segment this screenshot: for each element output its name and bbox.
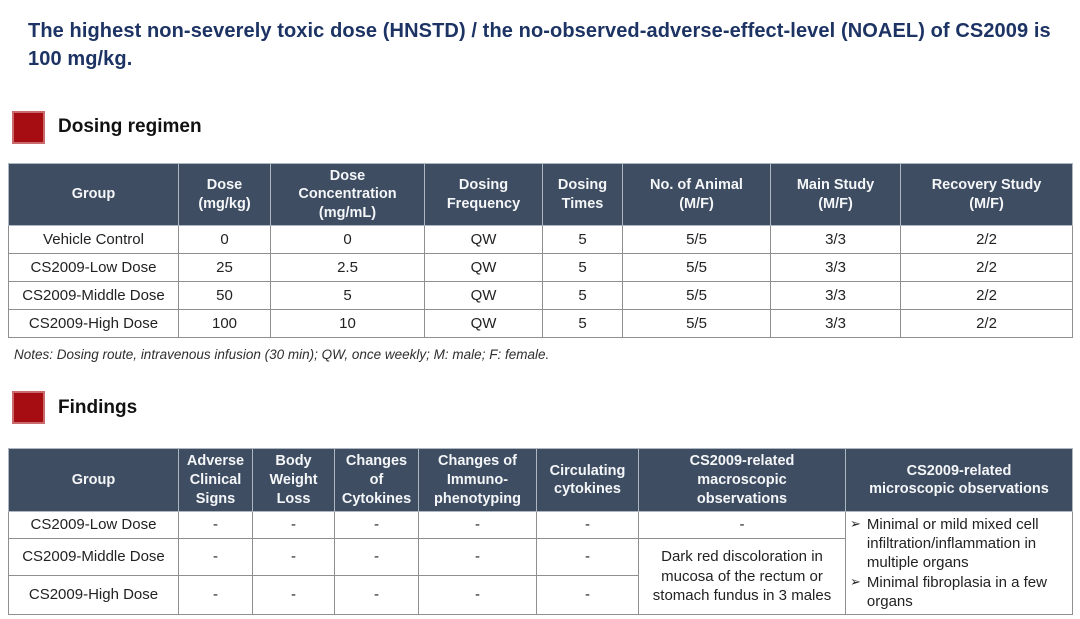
column-header-no-of-animal: No. of Animal (M/F) [622, 162, 771, 227]
red-square-bullet-icon [12, 391, 45, 425]
column-header-recovery-study: Recovery Study (M/F) [900, 162, 1073, 227]
table-cell: 0 [270, 225, 425, 255]
section-dosing-regimen: Dosing regimen [12, 110, 1080, 144]
column-header-group: Group [8, 448, 179, 513]
table-cell: 5 [542, 253, 623, 283]
table-cell: QW [424, 281, 543, 311]
table-cell: 3/3 [770, 253, 901, 283]
list-item: ➢ Minimal fibroplasia in a few organs [850, 573, 1068, 611]
table-cell: CS2009-Middle Dose [8, 281, 179, 311]
table-cell: - [178, 511, 253, 540]
dosing-table: Group Dose (mg/kg) Dose Concentration (m… [8, 162, 1073, 339]
table-cell: - [334, 511, 419, 540]
table-cell: - [334, 538, 419, 576]
table-cell: 2/2 [900, 281, 1073, 311]
table-cell: 5 [270, 281, 425, 311]
column-header-dosing-times: Dosing Times [542, 162, 623, 227]
table-cell: 0 [178, 225, 271, 255]
section-findings: Findings [12, 391, 1080, 425]
red-square-bullet-icon [12, 110, 45, 144]
findings-table: Group Adverse Clinical Signs Body Weight… [8, 448, 1073, 615]
column-header-dose: Dose (mg/kg) [178, 162, 271, 227]
table-row-high-dose: CS2009-High Dose 100 10 QW 5 5/5 3/3 2/2 [8, 309, 1073, 339]
table-cell: 5 [542, 225, 623, 255]
column-header-main-study: Main Study (M/F) [770, 162, 901, 227]
table-cell: 10 [270, 309, 425, 339]
table-cell: - [178, 575, 253, 615]
column-header-changes-of-immunophenotyping: Changes of Immuno- phenotyping [418, 448, 537, 513]
table-cell: 2.5 [270, 253, 425, 283]
arrow-bullet-icon: ➢ [850, 516, 861, 532]
bullet-text: Minimal fibroplasia in a few organs [866, 573, 1047, 610]
table-cell: CS2009-High Dose [8, 309, 179, 339]
table-row-low-dose: CS2009-Low Dose - - - - - - ➢ Minimal or… [8, 511, 1073, 615]
table-cell: - [252, 538, 335, 576]
table-cell: QW [424, 225, 543, 255]
table-cell: - [252, 575, 335, 615]
table-cell: QW [424, 253, 543, 283]
column-header-adverse-clinical-signs: Adverse Clinical Signs [178, 448, 253, 513]
column-header-dose-concentration: Dose Concentration (mg/mL) [270, 162, 425, 227]
bullet-text: Minimal or mild mixed cell infiltration/… [866, 516, 1039, 572]
table-row-high-dose: CS2009-High Dose - - - - - [8, 575, 1073, 615]
table-cell: 2/2 [900, 225, 1073, 255]
table-cell: - [638, 511, 846, 540]
table-cell: QW [424, 309, 543, 339]
notes-text: Notes: Dosing route, intravenous infusio… [14, 347, 550, 363]
table-row-middle-dose: CS2009-Middle Dose - - - - - Dark red di… [8, 538, 1073, 615]
column-header-dosing-frequency: Dosing Frequency [424, 162, 543, 227]
table-cell: - [536, 511, 639, 540]
table-cell: - [418, 511, 537, 540]
macroscopic-observations-cell: Dark red discoloration in mucosa of the … [638, 538, 846, 615]
dosing-table-header-row: Group Dose (mg/kg) Dose Concentration (m… [8, 162, 1073, 227]
table-cell: 5 [542, 309, 623, 339]
column-header-group: Group [8, 162, 179, 227]
table-row-middle-dose: CS2009-Middle Dose 50 5 QW 5 5/5 3/3 2/2 [8, 281, 1073, 311]
arrow-bullet-icon: ➢ [850, 573, 861, 589]
list-item: ➢ Minimal or mild mixed cell infiltratio… [850, 515, 1068, 573]
table-cell: CS2009-Low Dose [8, 253, 179, 283]
page-title: The highest non-severely toxic dose (HNS… [28, 20, 1051, 71]
section-heading-dosing: Dosing regimen [58, 116, 202, 138]
table-cell: 5/5 [622, 281, 771, 311]
table-cell: 3/3 [770, 225, 901, 255]
table-cell: 3/3 [770, 309, 901, 339]
table-cell: - [418, 538, 537, 576]
table-cell: 2/2 [900, 253, 1073, 283]
table-cell: 5/5 [622, 253, 771, 283]
table-cell: 100 [178, 309, 271, 339]
column-header-circulating-cytokines: Circulating cytokines [536, 448, 639, 513]
table-cell: CS2009-Low Dose [8, 511, 179, 540]
column-header-microscopic-observations: CS2009-related microscopic observations [845, 448, 1073, 513]
table-cell: 25 [178, 253, 271, 283]
table-cell: 50 [178, 281, 271, 311]
table-cell: 2/2 [900, 309, 1073, 339]
table-cell: 5/5 [622, 225, 771, 255]
table-cell: 5 [542, 281, 623, 311]
table-cell: - [536, 575, 639, 615]
table-row-low-dose: CS2009-Low Dose 25 2.5 QW 5 5/5 3/3 2/2 [8, 253, 1073, 283]
findings-table-header-row: Group Adverse Clinical Signs Body Weight… [8, 448, 1073, 513]
table-cell: - [178, 538, 253, 576]
table-cell: - [252, 511, 335, 540]
table-cell: Vehicle Control [8, 225, 179, 255]
table-row-vehicle-control: Vehicle Control 0 0 QW 5 5/5 3/3 2/2 [8, 225, 1073, 255]
table-cell: CS2009-High Dose [8, 575, 179, 615]
column-header-macroscopic-observations: CS2009-related macroscopic observations [638, 448, 846, 513]
column-header-body-weight-loss: Body Weight Loss [252, 448, 335, 513]
column-header-changes-of-cytokines: Changes of Cytokines [334, 448, 419, 513]
table-cell: 3/3 [770, 281, 901, 311]
table-cell: - [536, 538, 639, 576]
table-cell: - [334, 575, 419, 615]
table-cell: - [418, 575, 537, 615]
microscopic-observations-cell: ➢ Minimal or mild mixed cell infiltratio… [845, 511, 1073, 615]
table-cell: 5/5 [622, 309, 771, 339]
section-heading-findings: Findings [58, 396, 138, 418]
table-cell: CS2009-Middle Dose [8, 538, 179, 576]
